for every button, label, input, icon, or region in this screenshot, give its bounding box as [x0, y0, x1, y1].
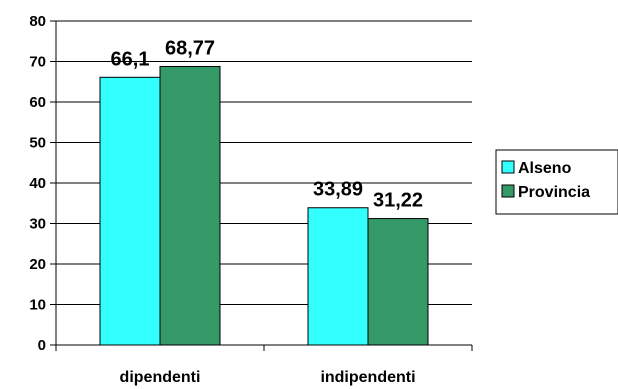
data-labels: 66,1 68,77 33,89 31,22 — [111, 37, 424, 211]
y-tick-label: 70 — [29, 54, 46, 71]
y-tick-label: 60 — [29, 94, 46, 111]
x-tick-label: dipendenti — [120, 369, 201, 386]
legend-label: Alseno — [518, 160, 572, 177]
legend-swatch — [501, 184, 515, 198]
bar-alseno-dipendenti — [99, 76, 161, 346]
bar-alseno-indipendenti — [307, 207, 369, 346]
legend-box — [495, 149, 618, 215]
data-label: 68,77 — [165, 37, 215, 59]
bar-provincia-indipendenti — [367, 218, 429, 346]
y-tick-label: 0 — [38, 337, 46, 354]
bars — [99, 65, 429, 346]
data-label: 66,1 — [111, 48, 150, 70]
legend-swatch — [501, 160, 515, 174]
legend: Alseno Provincia — [495, 149, 618, 215]
y-tick-label: 50 — [29, 135, 46, 152]
y-tick-label: 40 — [29, 175, 46, 192]
data-label: 33,89 — [313, 179, 363, 201]
x-tick-label: indipendenti — [320, 369, 415, 386]
x-axis: dipendenti indipendenti — [55, 344, 473, 386]
data-label: 31,22 — [373, 190, 423, 212]
y-tick-label: 80 — [29, 13, 46, 30]
bar-provincia-dipendenti — [159, 65, 221, 346]
y-tick-label: 30 — [29, 216, 46, 233]
legend-label: Provincia — [518, 184, 590, 201]
y-tick-label: 20 — [29, 256, 46, 273]
y-axis: 0 10 20 30 40 50 60 70 80 — [29, 13, 57, 354]
y-tick-label: 10 — [29, 297, 46, 314]
